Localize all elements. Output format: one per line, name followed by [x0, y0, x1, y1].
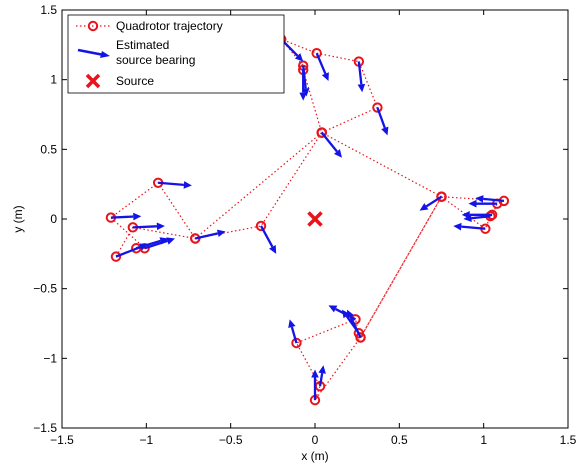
trajectory-point	[372, 102, 383, 113]
trajectory-point	[311, 47, 322, 59]
x-tick-label: 0.5	[391, 433, 408, 447]
bearing-arrow	[132, 222, 165, 231]
y-tick-label: 1.5	[40, 3, 57, 17]
source-marker	[307, 211, 323, 227]
bearing-arrow	[115, 243, 149, 258]
trajectory-point	[316, 127, 327, 138]
legend-trajectory-label: Quadrotor trajectory	[116, 19, 223, 33]
trajectory-point	[255, 220, 267, 232]
legend-trajectory-marker	[87, 20, 99, 32]
trajectory-point	[291, 337, 302, 349]
legend-bearing-label-line2: source bearing	[116, 53, 195, 67]
x-tick-label: −0.5	[219, 433, 243, 447]
x-axis-label: x (m)	[301, 449, 328, 463]
bearing-arrow	[376, 107, 389, 136]
y-tick-label: 1	[50, 73, 57, 87]
y-tick-label: −1	[43, 351, 57, 365]
x-tick-label: 1	[480, 433, 487, 447]
bearing-arrow	[299, 69, 307, 101]
y-tick-label: 0.5	[40, 142, 57, 156]
bearing-arrow	[315, 52, 329, 82]
bearing-arrow	[288, 319, 298, 344]
bearing-arrow	[475, 195, 505, 203]
legend-bearing-arrow-icon	[77, 48, 105, 57]
bearing-arrow	[194, 229, 226, 240]
bearing-arrow	[320, 131, 342, 158]
bearing-arrow	[463, 214, 491, 222]
trajectory-point	[110, 251, 122, 262]
bearing-arrow	[357, 61, 366, 93]
bearing-arrow	[453, 222, 486, 231]
bearing-arrow	[158, 181, 192, 189]
axis-ticks: −1.5 −1 −0.5 0 0.5 1 1.5 −1.5 −1 −0.5 0 0.5 1 1.5	[33, 3, 576, 447]
bearing-arrow	[328, 305, 357, 321]
bearing-arrow	[260, 225, 277, 254]
y-tick-label: 0	[50, 212, 57, 226]
bearing-arrow	[311, 369, 319, 401]
legend-bearing-arrowhead-icon	[100, 51, 110, 58]
x-tick-label: −1.5	[50, 433, 74, 447]
bearing-arrow	[318, 365, 326, 387]
trajectory-point	[436, 191, 447, 202]
y-axis-label: y (m)	[11, 205, 25, 232]
bearing-arrow	[110, 212, 142, 221]
legend-bearing-label-line1: Estimated	[116, 38, 169, 52]
x-tick-label: 0	[312, 433, 319, 447]
trajectory-point	[355, 332, 366, 343]
y-tick-label: −0.5	[33, 282, 57, 296]
x-tick-label: 1.5	[560, 433, 577, 447]
bearing-arrow	[419, 195, 443, 211]
bearing-arrow	[468, 199, 498, 208]
legend: Quadrotor trajectory Estimated source be…	[67, 14, 285, 94]
legend-source-label: Source	[116, 74, 154, 88]
source-series	[307, 211, 323, 227]
x-tick-label: −1	[139, 433, 153, 447]
legend-source-marker	[85, 73, 101, 89]
y-tick-label: −1.5	[33, 421, 57, 435]
